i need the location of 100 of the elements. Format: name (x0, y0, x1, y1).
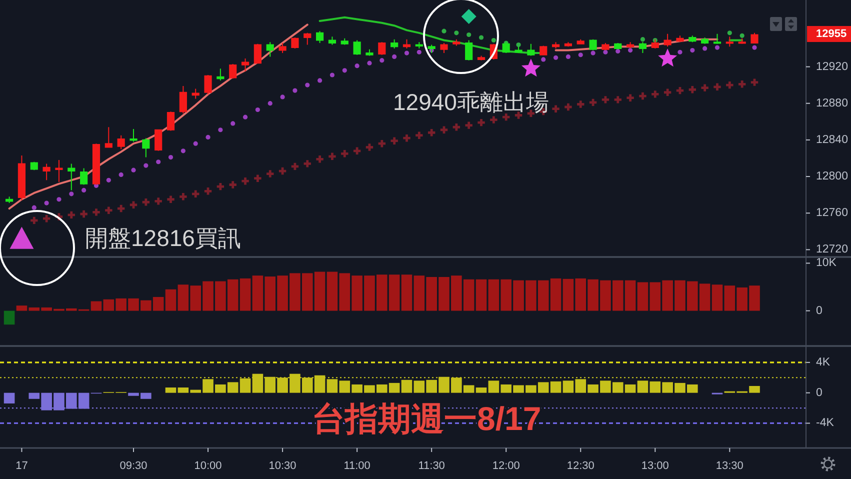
candlestick (589, 38, 597, 51)
candlestick (688, 35, 696, 43)
point (541, 57, 546, 62)
candlestick (154, 129, 162, 152)
candlestick (353, 40, 361, 56)
y-tick-label: 0 (816, 304, 822, 317)
y-tick-label: 0 (816, 386, 822, 399)
point (354, 64, 360, 68)
point (377, 138, 387, 148)
candlestick (130, 128, 138, 142)
text: 12955 (816, 28, 847, 40)
point (640, 37, 646, 42)
point (626, 93, 636, 103)
point (79, 209, 89, 219)
point (154, 196, 164, 206)
candlestick (80, 168, 88, 186)
candlestick (104, 126, 112, 148)
point (690, 48, 695, 53)
bar (712, 284, 723, 311)
point (218, 128, 223, 132)
bar (476, 279, 487, 311)
bar (476, 388, 487, 393)
candlestick (192, 88, 200, 100)
candlestick (664, 33, 672, 48)
point (265, 168, 275, 179)
point (576, 99, 586, 110)
bar (165, 289, 176, 311)
candlestick (254, 43, 262, 64)
point (439, 125, 449, 135)
candlestick (638, 42, 647, 54)
point (414, 130, 424, 140)
point (750, 78, 760, 88)
candlestick (42, 163, 50, 181)
point (392, 54, 397, 59)
point (352, 146, 362, 156)
point (727, 30, 732, 36)
candlestick (726, 36, 734, 48)
point (603, 50, 608, 54)
bar (4, 392, 15, 404)
y-tick-label: -4K (816, 417, 834, 430)
point (180, 148, 186, 154)
point (616, 48, 620, 54)
candlestick (166, 111, 175, 132)
candlestick (701, 37, 709, 44)
point (10, 226, 34, 249)
candlestick (142, 138, 150, 158)
point (255, 107, 260, 112)
point (740, 33, 744, 38)
point (553, 55, 558, 60)
point (466, 32, 472, 38)
y-tick-label: 4K (816, 356, 830, 368)
candlestick (278, 42, 286, 54)
point (290, 162, 300, 172)
candlestick (266, 42, 274, 58)
point (452, 122, 462, 132)
bar (401, 380, 412, 393)
candlestick (378, 42, 386, 56)
point (442, 28, 446, 34)
point (342, 68, 347, 73)
candlestick (390, 38, 398, 49)
point (228, 180, 238, 190)
point (478, 35, 484, 40)
point (628, 48, 633, 53)
point (600, 94, 610, 104)
point (42, 214, 52, 224)
point (712, 82, 722, 92)
point (737, 79, 747, 89)
point (141, 197, 151, 207)
point (104, 206, 114, 216)
y-tick-label: 10K (816, 257, 837, 270)
point (66, 210, 76, 220)
x-tick-label: 09:30 (120, 460, 148, 472)
candlestick (55, 160, 63, 182)
point (116, 204, 126, 214)
point (404, 50, 410, 56)
point (566, 54, 570, 59)
point (675, 86, 685, 96)
bar (90, 301, 102, 311)
candlestick (117, 134, 125, 150)
annotation: 開盤12816買訊 (85, 225, 241, 251)
x-tick-label: 13:00 (641, 460, 669, 472)
candlestick (204, 74, 212, 95)
candlestick (477, 55, 486, 61)
y-tick-label: 12720 (816, 244, 848, 256)
candlestick (216, 68, 224, 81)
point (476, 118, 486, 128)
point (216, 182, 226, 192)
candlestick (564, 42, 572, 48)
x-tick-label: 17 (16, 460, 28, 472)
annotation: 12940乖離出場 (393, 89, 549, 115)
point (650, 89, 660, 99)
point (206, 134, 210, 140)
point (464, 120, 474, 130)
candlestick (6, 196, 14, 204)
point (578, 52, 583, 58)
point (521, 58, 540, 77)
y-tick-label: 12880 (816, 97, 848, 110)
point (278, 166, 288, 176)
x-tick-label: 11:30 (418, 460, 445, 472)
candlestick (440, 42, 448, 54)
